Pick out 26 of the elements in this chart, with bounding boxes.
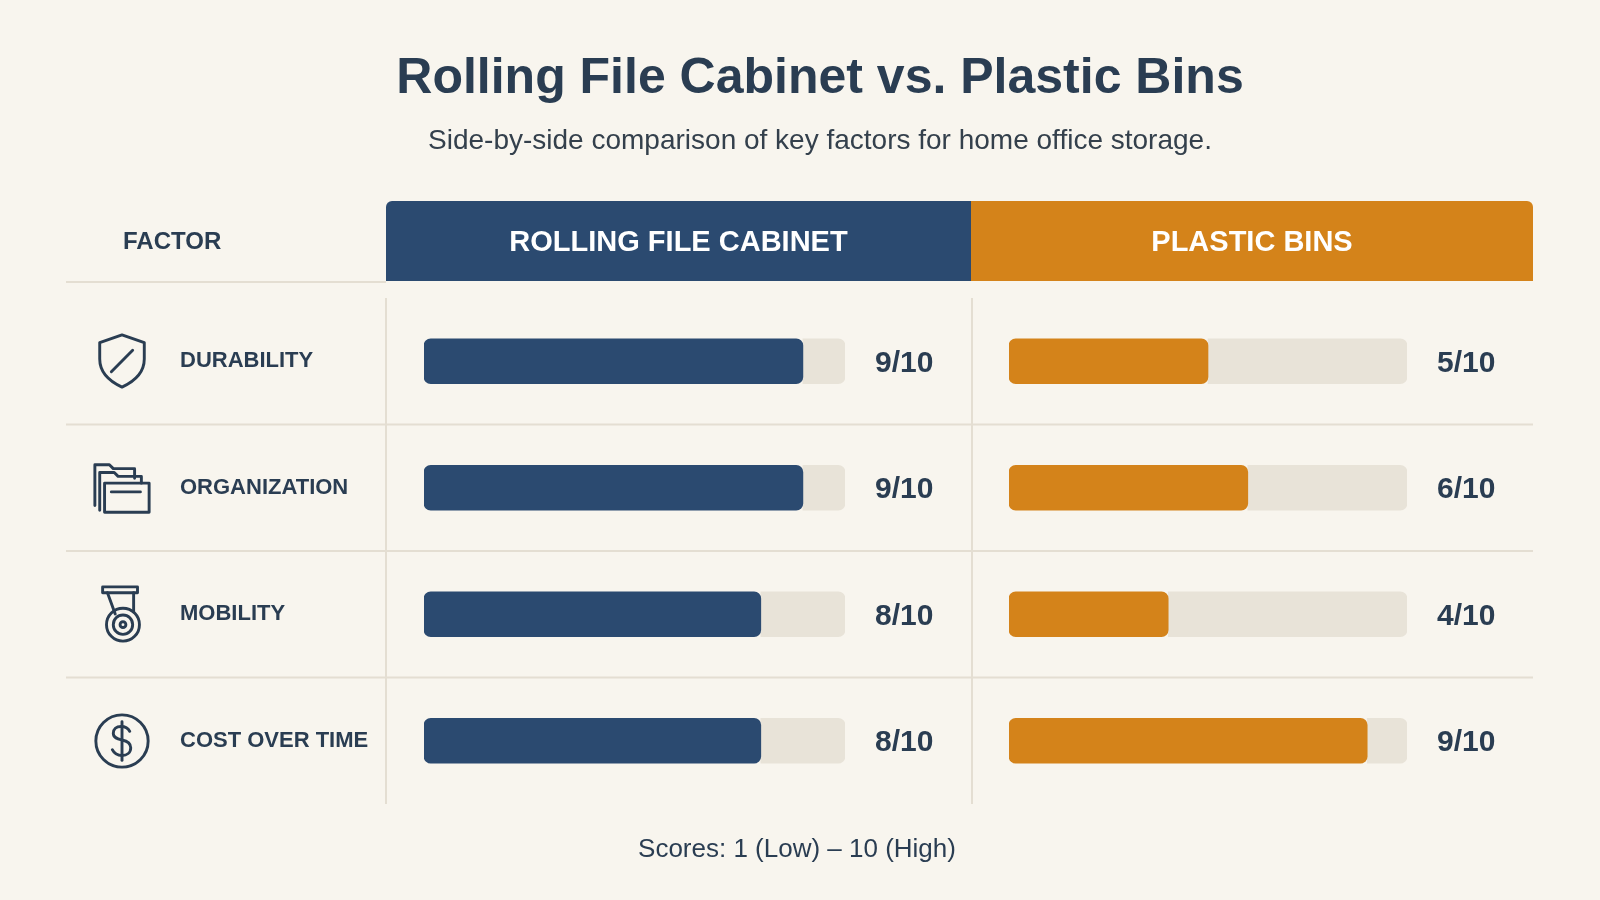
text: Scores: 1 (Low) – 10 (High) [637, 832, 957, 865]
data-label: 5/10 [1437, 344, 1496, 378]
bar [1009, 338, 1209, 385]
bar [1009, 717, 1368, 764]
data-label: 9/10 [875, 471, 934, 505]
data-label: 9/10 [1437, 724, 1496, 758]
y-axis-title: FACTOR [123, 226, 222, 256]
chart-title: Rolling File Cabinet vs. Plastic Bins [395, 47, 1245, 106]
bar [1009, 591, 1169, 638]
data-label: 9/10 [875, 344, 934, 378]
bar [1009, 464, 1249, 511]
text: ROLLING FILE CABINET [386, 201, 971, 281]
chart-subtitle: Side-by-side comparison of key factors for home office storage. [427, 123, 1213, 157]
data-label: 8/10 [875, 724, 934, 758]
y-tick-label: COST OVER TIME [180, 726, 369, 752]
bar [1167, 591, 1407, 638]
y-tick-label: MOBILITY [180, 600, 286, 626]
y-tick-label: ORGANIZATION [180, 473, 349, 499]
bar [1366, 717, 1407, 764]
data-label: 6/10 [1437, 471, 1496, 505]
data-label: 8/10 [875, 597, 934, 631]
data-label: 4/10 [1437, 597, 1496, 631]
text: PLASTIC BINS [971, 201, 1533, 281]
bar [1247, 464, 1407, 511]
y-tick-label: DURABILITY [180, 347, 314, 373]
bar [1207, 338, 1407, 385]
